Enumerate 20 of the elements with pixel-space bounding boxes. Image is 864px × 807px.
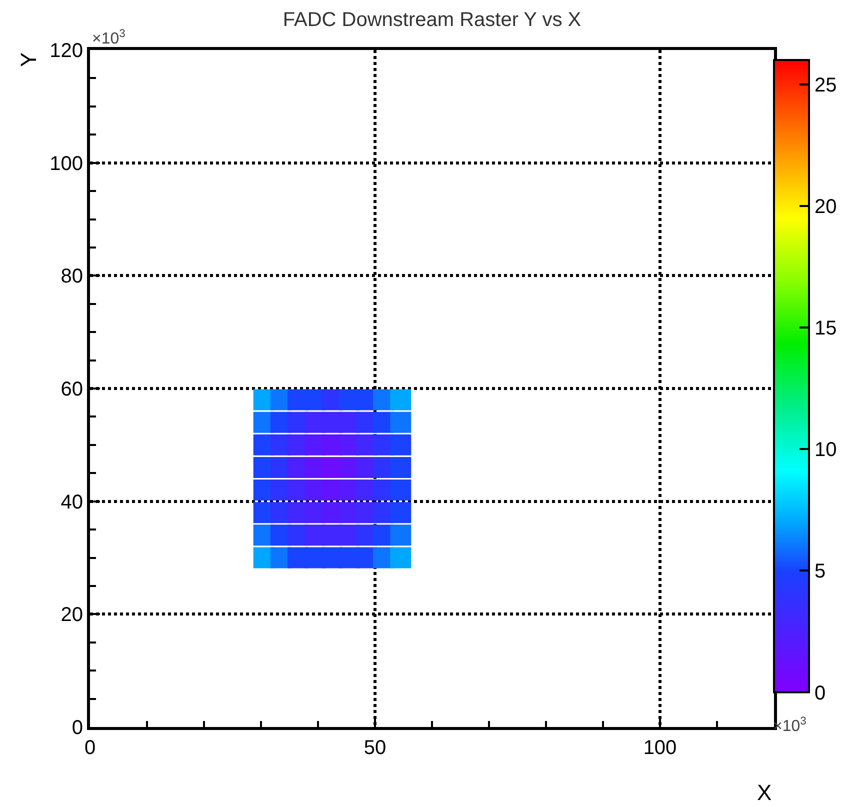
x-axis-title: X	[757, 780, 772, 805]
y-tick-label: 80	[60, 266, 83, 288]
y-tick-label: 100	[50, 152, 83, 175]
color-bar-label: 25	[814, 74, 837, 96]
color-bar-title: ×10$^{3}$	[773, 715, 806, 735]
x-tick-label: 50	[364, 737, 386, 759]
y-tick-label: 40	[60, 491, 83, 514]
color-bar-label: 0	[814, 682, 826, 704]
color-bar-label: 20	[814, 196, 837, 218]
x-tick-label: 100	[643, 737, 677, 759]
color-bar-label: 10	[814, 439, 837, 462]
y-tick-label: 60	[60, 378, 83, 400]
color-bar-label: 15	[814, 318, 837, 340]
y-tick-label: 20	[60, 604, 83, 626]
y-tick-label: 0	[72, 717, 83, 739]
y-axis-title: Y	[16, 52, 41, 67]
chart-title: FADC Downstream Raster Y vs X	[282, 9, 582, 32]
color-bar-label: 5	[814, 560, 826, 583]
y-tick-label: 120	[50, 40, 83, 62]
text: ×10$^{3}$	[92, 28, 126, 48]
